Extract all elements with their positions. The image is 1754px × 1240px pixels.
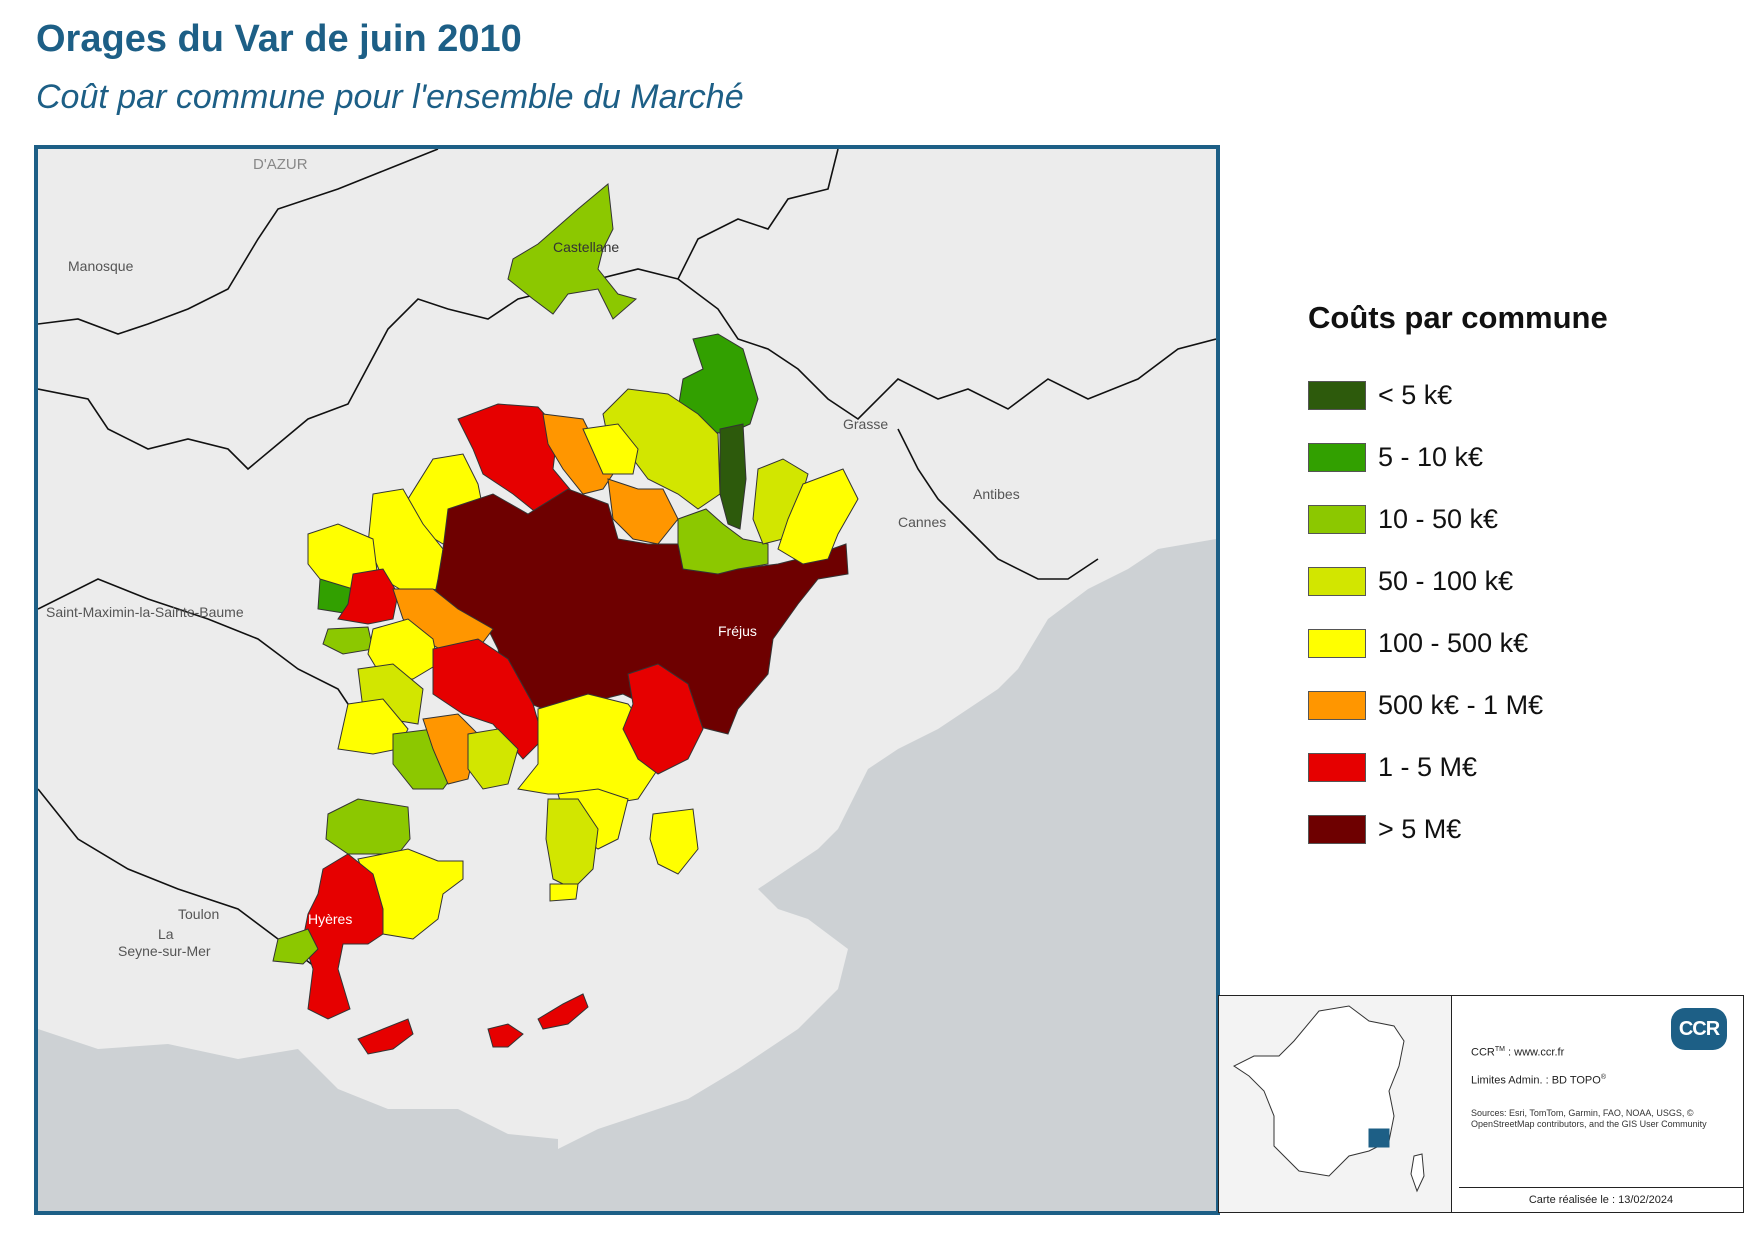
legend-row: 500 k€ - 1 M€ — [1308, 674, 1728, 736]
commune-e-green[interactable] — [677, 508, 769, 575]
legend-title: Coûts par commune — [1308, 300, 1608, 335]
credit-ccr: CCRTM : www.ccr.fr — [1471, 1046, 1565, 1059]
island-levant[interactable] — [537, 993, 589, 1030]
commune-n-orange2[interactable] — [607, 478, 679, 545]
commune-hyeres-red[interactable] — [302, 853, 384, 1020]
label-seyne: Seyne-sur-Mer — [118, 943, 211, 959]
commune-s-yellow1[interactable] — [517, 693, 659, 805]
legend-row: 5 - 10 k€ — [1308, 426, 1728, 488]
legend-swatch — [1308, 752, 1366, 782]
commune-sw-green3[interactable] — [272, 928, 319, 965]
legend-row: > 5 M€ — [1308, 798, 1728, 860]
map-title: Orages du Var de juin 2010 — [36, 18, 522, 60]
legend-label: 500 k€ - 1 M€ — [1378, 689, 1544, 720]
commune-w-green2[interactable] — [322, 626, 374, 655]
commune-s-lime[interactable] — [467, 728, 519, 790]
map-canvas[interactable]: D'AZUR Manosque Castellane Grasse Antibe… — [38, 149, 1216, 1211]
legend: Coûts par commune < 5 k€ 5 - 10 k€ 10 - 50… — [1308, 300, 1728, 860]
legend-row: 10 - 50 k€ — [1308, 488, 1728, 550]
label-frejus: Fréjus — [718, 623, 757, 639]
legend-swatch — [1308, 380, 1366, 410]
label-castellane: Castellane — [553, 239, 619, 255]
label-hyeres: Hyères — [308, 911, 352, 927]
communes-layer — [272, 183, 859, 1055]
legend-row: < 5 k€ — [1308, 364, 1728, 426]
commune-central-darkred[interactable] — [432, 488, 849, 735]
map-subtitle: Coût par commune pour l'ensemble du Marc… — [36, 78, 744, 116]
inset-locator — [1368, 1128, 1390, 1148]
commune-coast-yellow2[interactable] — [549, 883, 579, 902]
label-antibes: Antibes — [973, 486, 1020, 502]
legend-swatch — [1308, 814, 1366, 844]
map-date: Carte réalisée le : 13/02/2024 — [1459, 1187, 1743, 1212]
legend-row: 50 - 100 k€ — [1308, 550, 1728, 612]
commune-cw-red[interactable] — [432, 638, 544, 760]
commune-sw-orange[interactable] — [422, 713, 479, 785]
commune-castellane[interactable] — [507, 183, 638, 320]
corsica-outline — [1410, 1153, 1425, 1193]
credit-limits: Limites Admin. : BD TOPO® — [1471, 1074, 1606, 1087]
commune-se-red[interactable] — [622, 663, 704, 775]
label-dazur: D'AZUR — [253, 156, 308, 173]
commune-coast-yellow[interactable] — [649, 808, 699, 875]
legend-label: 100 - 500 k€ — [1378, 627, 1529, 658]
legend-swatch — [1308, 690, 1366, 720]
map-frame[interactable]: D'AZUR Manosque Castellane Grasse Antibe… — [34, 145, 1220, 1215]
legend-swatch — [1308, 442, 1366, 472]
commune-s-lime2[interactable] — [545, 798, 599, 890]
legend-label: 1 - 5 M€ — [1378, 751, 1478, 782]
credit-sources: Sources: Esri, TomTom, Garmin, FAO, NOAA… — [1471, 1108, 1707, 1129]
admin-borders — [38, 149, 1216, 1010]
commune-toulon-green[interactable] — [325, 798, 411, 855]
legend-row: 1 - 5 M€ — [1308, 736, 1728, 798]
legend-label: 10 - 50 k€ — [1378, 503, 1499, 534]
island-portcros[interactable] — [487, 1023, 524, 1048]
island-porquerolles[interactable] — [357, 1018, 414, 1055]
label-manosque: Manosque — [68, 258, 134, 274]
legend-label: < 5 k€ — [1378, 379, 1453, 410]
inset-map-france — [1219, 996, 1452, 1212]
commune-e-yellow[interactable] — [777, 468, 859, 565]
france-outline — [1233, 1005, 1405, 1177]
label-la: La — [158, 926, 174, 942]
commune-w-yellow4[interactable] — [367, 618, 439, 680]
commune-w-red1[interactable] — [337, 568, 399, 625]
ccr-logo: CCR — [1671, 1008, 1727, 1050]
legend-swatch — [1308, 566, 1366, 596]
info-box: CCR CCRTM : www.ccr.fr Limites Admin. : … — [1218, 995, 1744, 1213]
label-toulon: Toulon — [178, 906, 219, 922]
label-cannes: Cannes — [898, 514, 946, 530]
legend-label: > 5 M€ — [1378, 813, 1462, 844]
commune-n-yellow[interactable] — [582, 423, 639, 475]
legend-items: < 5 k€ 5 - 10 k€ 10 - 50 k€ 50 - 100 k€ 100 … — [1308, 364, 1728, 860]
credits: CCR CCRTM : www.ccr.fr Limites Admin. : … — [1459, 996, 1743, 1212]
legend-label: 50 - 100 k€ — [1378, 565, 1514, 596]
legend-label: 5 - 10 k€ — [1378, 441, 1484, 472]
legend-row: 100 - 500 k€ — [1308, 612, 1728, 674]
label-saint-maximin: Saint-Maximin-la-Sainte-Baume — [46, 604, 244, 620]
legend-swatch — [1308, 504, 1366, 534]
sea-area — [38, 539, 1216, 1211]
label-grasse: Grasse — [843, 416, 888, 432]
legend-swatch — [1308, 628, 1366, 658]
